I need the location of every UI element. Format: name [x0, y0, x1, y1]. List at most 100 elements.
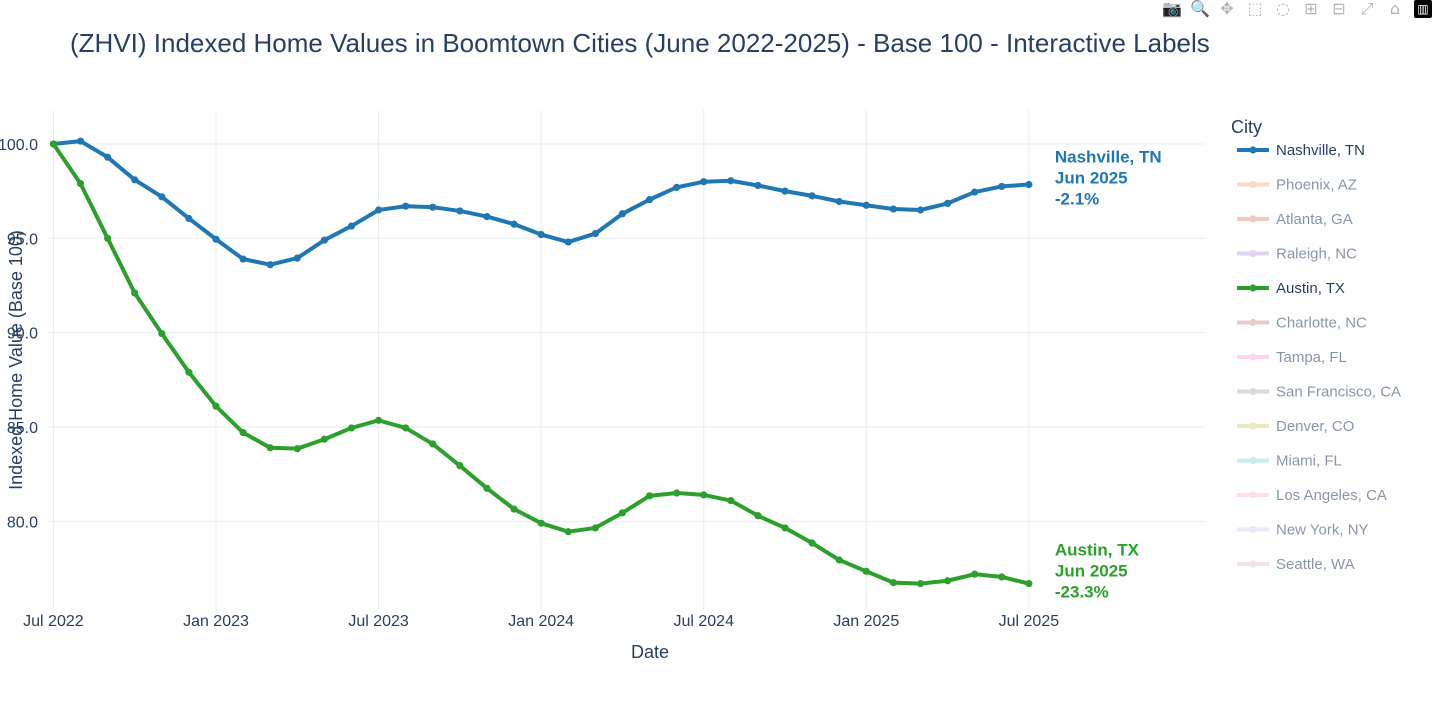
data-point[interactable]	[185, 214, 193, 223]
end-label-line: Nashville, TN	[1055, 148, 1162, 167]
legend-item[interactable]: Nashville, TN	[1237, 142, 1365, 159]
data-point[interactable]	[645, 196, 654, 204]
data-point[interactable]	[673, 183, 681, 191]
legend-item[interactable]: Seattle, WA	[1237, 556, 1355, 573]
data-point[interactable]	[429, 440, 437, 448]
data-point[interactable]	[320, 435, 328, 443]
zoom-in-icon[interactable]: ⊞	[1304, 0, 1318, 18]
data-point[interactable]	[374, 416, 383, 424]
data-point[interactable]	[374, 206, 383, 214]
data-point[interactable]	[1025, 180, 1033, 189]
data-point[interactable]	[808, 192, 816, 200]
plotly-logo-icon[interactable]: ▥	[1414, 0, 1432, 18]
legend-item[interactable]: San Francisco, CA	[1237, 384, 1401, 401]
data-point[interactable]	[618, 210, 627, 218]
data-point[interactable]	[456, 462, 464, 470]
legend-item[interactable]: Charlotte, NC	[1237, 315, 1367, 332]
data-point[interactable]	[862, 567, 870, 575]
data-point[interactable]	[158, 329, 166, 338]
data-point[interactable]	[889, 205, 897, 213]
data-point[interactable]	[347, 424, 356, 432]
camera-icon[interactable]: 📷	[1162, 0, 1182, 18]
data-point[interactable]	[754, 181, 762, 190]
data-point[interactable]	[347, 222, 356, 230]
data-point[interactable]	[916, 579, 925, 588]
data-point[interactable]	[510, 220, 518, 228]
data-point[interactable]	[971, 188, 979, 196]
data-point[interactable]	[293, 254, 301, 262]
data-point[interactable]	[537, 519, 545, 527]
data-point[interactable]	[429, 203, 437, 211]
data-point[interactable]	[998, 182, 1006, 191]
legend-item[interactable]: Raleigh, NC	[1237, 246, 1357, 263]
legend-item[interactable]: Phoenix, AZ	[1237, 177, 1357, 194]
data-point[interactable]	[564, 528, 572, 536]
data-point[interactable]	[781, 524, 789, 532]
data-point[interactable]	[239, 429, 247, 437]
legend-item[interactable]: New York, NY	[1237, 522, 1369, 539]
data-point[interactable]	[808, 539, 816, 547]
legend-marker	[1249, 560, 1257, 568]
data-point[interactable]	[727, 496, 735, 505]
legend-marker	[1249, 215, 1257, 223]
data-point[interactable]	[320, 236, 328, 244]
data-point[interactable]	[835, 197, 843, 206]
data-point[interactable]	[483, 213, 491, 221]
legend-item[interactable]: Los Angeles, CA	[1237, 487, 1387, 504]
data-point[interactable]	[754, 512, 762, 520]
data-point[interactable]	[239, 255, 247, 263]
data-point[interactable]	[402, 424, 410, 432]
data-point[interactable]	[510, 505, 518, 513]
data-point[interactable]	[943, 577, 952, 585]
legend-item[interactable]: Miami, FL	[1237, 453, 1342, 470]
data-point[interactable]	[591, 524, 599, 532]
data-point[interactable]	[266, 444, 274, 452]
data-point[interactable]	[862, 201, 870, 209]
data-point[interactable]	[591, 229, 599, 238]
zoom-out-icon[interactable]: ⊟	[1332, 0, 1346, 18]
data-point[interactable]	[889, 579, 897, 587]
zoom-icon[interactable]: 🔍	[1190, 0, 1210, 18]
data-point[interactable]	[158, 193, 166, 201]
lasso-select-icon[interactable]: ◌	[1276, 0, 1290, 18]
data-point[interactable]	[402, 202, 410, 210]
legend-item[interactable]: Atlanta, GA	[1237, 211, 1353, 228]
data-point[interactable]	[104, 153, 112, 161]
data-point[interactable]	[131, 176, 139, 184]
box-select-icon[interactable]: ⬚	[1247, 0, 1263, 18]
data-point[interactable]	[185, 368, 193, 376]
data-point[interactable]	[645, 492, 654, 500]
pan-icon[interactable]: ✥	[1220, 0, 1234, 18]
autoscale-icon[interactable]: ⤢	[1360, 0, 1374, 18]
data-point[interactable]	[266, 261, 274, 269]
data-point[interactable]	[131, 289, 139, 297]
data-point[interactable]	[998, 573, 1006, 581]
data-point[interactable]	[618, 509, 627, 517]
data-point[interactable]	[916, 206, 925, 214]
data-point[interactable]	[76, 137, 85, 145]
data-point[interactable]	[483, 484, 491, 492]
legend-item[interactable]: Denver, CO	[1237, 418, 1354, 435]
data-point[interactable]	[537, 230, 545, 239]
data-point[interactable]	[943, 199, 952, 207]
legend-marker	[1249, 318, 1257, 327]
data-point[interactable]	[971, 570, 979, 578]
data-point[interactable]	[564, 238, 572, 246]
data-point[interactable]	[104, 234, 112, 242]
legend-item[interactable]: Tampa, FL	[1237, 349, 1347, 366]
data-point[interactable]	[293, 445, 301, 453]
data-point[interactable]	[835, 556, 843, 564]
legend-item[interactable]: Austin, TX	[1237, 280, 1345, 297]
data-point[interactable]	[700, 178, 708, 186]
data-point[interactable]	[673, 489, 681, 497]
reset-axes-icon[interactable]: ⌂	[1389, 0, 1401, 18]
data-point[interactable]	[212, 235, 220, 243]
data-point[interactable]	[456, 207, 464, 215]
data-point[interactable]	[212, 402, 220, 410]
data-point[interactable]	[76, 179, 85, 188]
data-point[interactable]	[727, 177, 735, 185]
data-point[interactable]	[1025, 579, 1033, 588]
data-point[interactable]	[49, 140, 58, 148]
data-point[interactable]	[781, 187, 789, 195]
data-point[interactable]	[700, 491, 708, 499]
